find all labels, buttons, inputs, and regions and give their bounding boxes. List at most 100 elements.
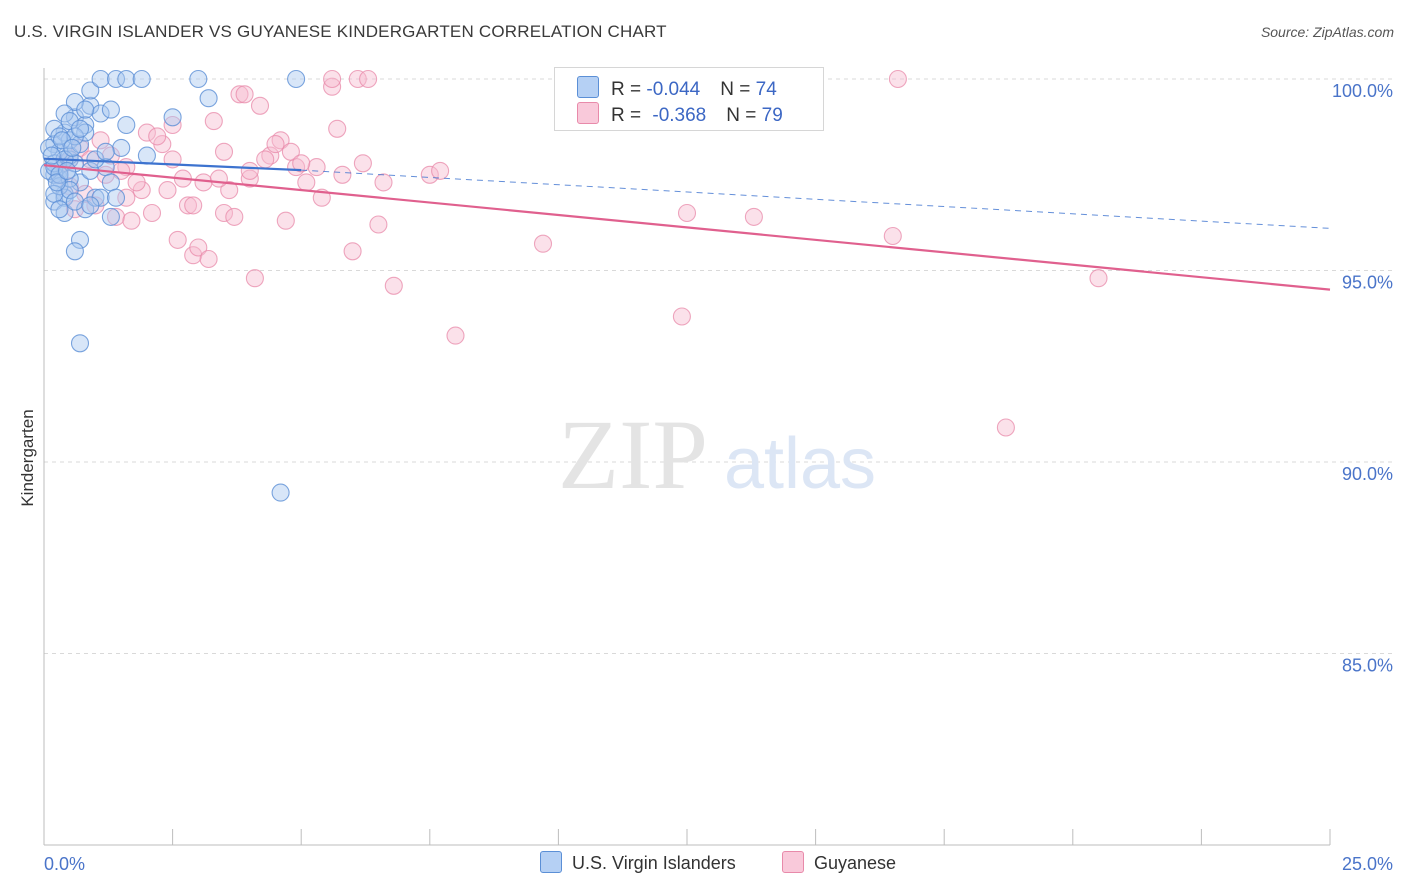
point-virgin-islanders bbox=[189, 69, 208, 89]
point-virgin-islanders bbox=[101, 207, 120, 226]
point-virgin-islanders bbox=[81, 196, 100, 215]
point-guyanese bbox=[76, 184, 95, 203]
point-guyanese bbox=[348, 69, 367, 89]
legend-n-value: 79 bbox=[761, 105, 783, 126]
point-virgin-islanders bbox=[106, 69, 126, 89]
point-guyanese bbox=[744, 207, 763, 226]
series-name: U.S. Virgin Islanders bbox=[572, 853, 736, 873]
trend-line-guyanese bbox=[43, 164, 1331, 291]
point-guyanese bbox=[91, 131, 110, 150]
legend-r-value: -0.044 bbox=[646, 79, 701, 100]
legend-swatch-pink bbox=[782, 851, 804, 873]
chart-title: U.S. VIRGIN ISLANDER VS GUYANESE KINDERG… bbox=[14, 22, 667, 41]
watermark-atlas: atlas bbox=[724, 424, 876, 504]
point-virgin-islanders bbox=[52, 131, 72, 150]
point-virgin-islanders bbox=[65, 242, 84, 261]
point-guyanese bbox=[297, 173, 316, 192]
point-guyanese bbox=[250, 96, 270, 115]
point-guyanese bbox=[359, 69, 378, 89]
point-guyanese bbox=[65, 200, 84, 219]
point-virgin-islanders bbox=[65, 92, 84, 112]
point-guyanese bbox=[209, 169, 228, 188]
point-virgin-islanders bbox=[271, 483, 290, 502]
point-guyanese bbox=[214, 203, 234, 223]
series-name: Guyanese bbox=[814, 853, 897, 873]
x-tick-label: 0.0% bbox=[44, 854, 85, 874]
point-virgin-islanders bbox=[70, 173, 90, 192]
point-guyanese bbox=[148, 127, 167, 146]
point-virgin-islanders bbox=[91, 188, 110, 207]
point-guyanese bbox=[240, 161, 259, 180]
watermark-zip: ZIP bbox=[558, 399, 708, 510]
point-virgin-islanders bbox=[101, 100, 120, 119]
point-virgin-islanders bbox=[42, 146, 61, 165]
stats-legend: R = -0.044 N = 74 R = -0.368 N = 79 bbox=[554, 67, 824, 131]
y-tick-label: 85.0% bbox=[1342, 656, 1393, 676]
point-guyanese bbox=[168, 230, 187, 249]
series-legend-guyanese[interactable]: Guyanese bbox=[782, 851, 896, 874]
point-guyanese bbox=[230, 85, 249, 104]
point-virgin-islanders bbox=[199, 89, 218, 108]
point-guyanese bbox=[533, 234, 553, 253]
point-guyanese bbox=[158, 181, 177, 200]
legend-row-blue: R = -0.044 N = 74 bbox=[577, 76, 777, 100]
point-guyanese bbox=[374, 173, 393, 192]
point-virgin-islanders bbox=[63, 138, 82, 157]
point-virgin-islanders bbox=[96, 142, 115, 161]
point-guyanese bbox=[446, 326, 465, 345]
point-guyanese bbox=[323, 69, 342, 89]
point-guyanese bbox=[266, 135, 285, 154]
point-virgin-islanders bbox=[65, 192, 84, 211]
point-virgin-islanders bbox=[47, 173, 66, 192]
legend-r-value: -0.368 bbox=[652, 105, 707, 126]
legend-swatch-blue bbox=[540, 851, 562, 873]
point-virgin-islanders bbox=[117, 69, 136, 89]
point-guyanese bbox=[431, 161, 450, 180]
point-guyanese bbox=[245, 269, 264, 288]
point-guyanese bbox=[117, 188, 136, 207]
trend-line-virgin-islanders bbox=[43, 157, 302, 172]
point-guyanese bbox=[1089, 269, 1108, 288]
point-guyanese bbox=[281, 142, 300, 161]
legend-r-label: R = bbox=[611, 79, 647, 100]
y-axis-label: Kindergarten bbox=[18, 409, 37, 506]
point-guyanese bbox=[323, 77, 342, 96]
point-guyanese bbox=[240, 169, 259, 188]
point-virgin-islanders bbox=[163, 108, 182, 127]
y-tick-label: 90.0% bbox=[1342, 464, 1393, 484]
point-guyanese bbox=[214, 142, 234, 161]
point-guyanese bbox=[276, 211, 295, 230]
point-guyanese bbox=[307, 158, 326, 177]
point-guyanese bbox=[888, 69, 907, 89]
point-guyanese bbox=[127, 173, 146, 192]
point-guyanese bbox=[672, 307, 691, 326]
point-guyanese bbox=[292, 154, 311, 173]
point-guyanese bbox=[122, 211, 141, 230]
point-guyanese bbox=[189, 238, 208, 257]
y-tick-label: 95.0% bbox=[1342, 273, 1393, 293]
point-guyanese bbox=[106, 207, 126, 226]
point-virgin-islanders bbox=[76, 100, 95, 119]
series-legend-virgin-islanders[interactable]: U.S. Virgin Islanders bbox=[540, 851, 736, 874]
point-virgin-islanders bbox=[70, 119, 90, 138]
axes bbox=[43, 68, 1331, 846]
point-guyanese bbox=[420, 165, 439, 184]
point-virgin-islanders bbox=[117, 115, 136, 135]
legend-n-value: 74 bbox=[755, 79, 777, 100]
point-guyanese bbox=[225, 207, 244, 226]
point-virgin-islanders bbox=[58, 161, 77, 180]
point-guyanese bbox=[194, 173, 213, 192]
axis-labels: 85.0% 90.0% 95.0% 100.0% 0.0% 25.0% Kindergart… bbox=[18, 81, 1393, 874]
series-virgin-islanders-points bbox=[40, 69, 306, 502]
point-guyanese bbox=[163, 115, 182, 135]
point-guyanese bbox=[369, 215, 388, 234]
legend-swatch-blue bbox=[577, 76, 599, 98]
point-virgin-islanders bbox=[81, 81, 100, 100]
point-virgin-islanders bbox=[91, 69, 110, 89]
watermark: ZIP atlas bbox=[558, 399, 876, 510]
point-guyanese bbox=[883, 226, 902, 246]
legend-r-label: R = bbox=[611, 105, 647, 126]
point-virgin-islanders bbox=[50, 200, 69, 219]
legend-swatch-pink bbox=[577, 102, 599, 124]
